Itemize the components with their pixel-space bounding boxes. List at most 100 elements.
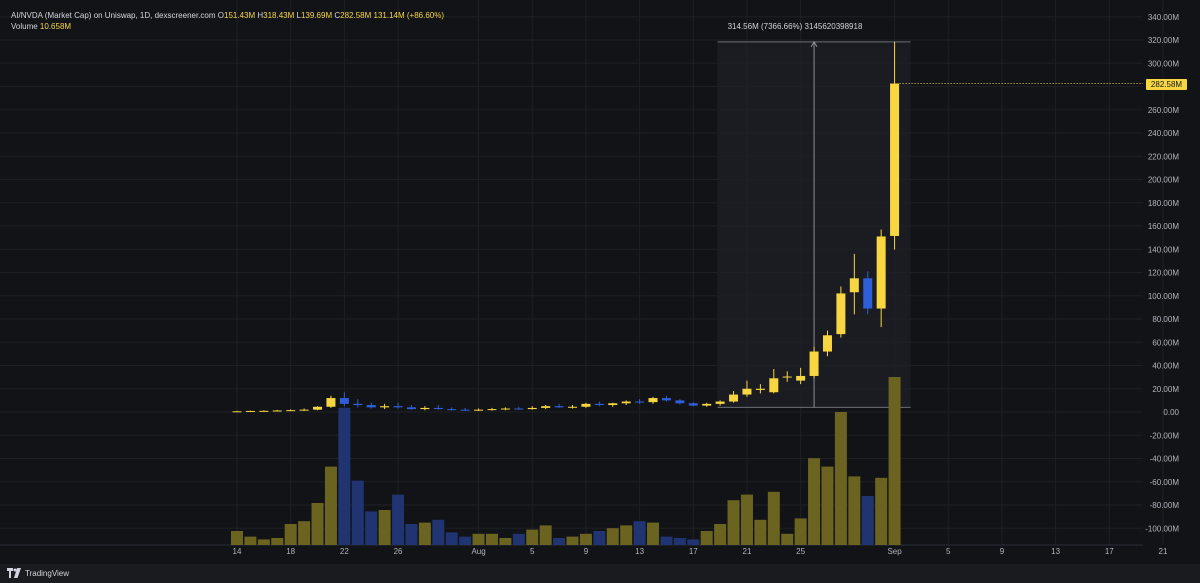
open-value: 151.43M <box>224 11 256 20</box>
candle-body <box>796 375 806 381</box>
candle-body <box>822 335 832 352</box>
y-tick-label: 200.00M <box>1148 176 1179 185</box>
volume-bar <box>432 519 445 545</box>
candle-body <box>782 376 792 378</box>
y-tick-label: -80.00M <box>1150 501 1180 510</box>
tradingview-icon <box>7 568 21 578</box>
y-tick-label: 240.00M <box>1148 129 1179 138</box>
volume-bar <box>714 524 727 545</box>
y-tick-label: -60.00M <box>1150 478 1180 487</box>
legend-volume-row: Volume 10.658M <box>11 21 444 32</box>
y-tick-label: 80.00M <box>1152 315 1179 324</box>
candle-body <box>259 410 269 412</box>
candle-body <box>769 378 779 393</box>
volume-bar <box>740 494 753 545</box>
candle-body <box>393 406 403 408</box>
volume-bar <box>418 522 431 545</box>
volume-bar <box>271 538 284 545</box>
candle-body <box>353 403 363 406</box>
y-tick-label: 180.00M <box>1148 199 1179 208</box>
candle-body <box>702 403 712 406</box>
footer-bar <box>0 564 1200 583</box>
y-tick-label: 220.00M <box>1148 152 1179 161</box>
candle-body <box>433 407 443 410</box>
volume-bar <box>553 538 566 545</box>
volume-bar <box>781 533 794 545</box>
candle-body <box>487 409 497 411</box>
candle-body <box>568 406 577 408</box>
y-tick-label: 0.00 <box>1163 408 1179 417</box>
candle-body <box>380 406 390 408</box>
symbol-title[interactable]: AI/NVDA (Market Cap) on Uniswap, 1D, dex… <box>11 11 216 20</box>
close-value: 282.58M <box>340 11 372 20</box>
x-tick-label: 14 <box>233 547 242 556</box>
candle-body <box>688 403 698 406</box>
time-axis[interactable]: 14 18 22 26 Aug 5 9 13 17 21 25 Sep 5 9 13 17 21 <box>233 547 1168 556</box>
volume-bar <box>392 494 405 545</box>
candle-body <box>635 401 645 403</box>
volume-bar <box>593 531 606 545</box>
volume-bar <box>485 533 498 545</box>
candle-body <box>299 409 309 411</box>
low-label: L <box>296 11 301 20</box>
volume-label[interactable]: Volume <box>11 22 38 31</box>
x-tick-label: 22 <box>340 547 349 556</box>
price-axis[interactable]: 340.00M320.00M300.00M280.00M260.00M240.0… <box>1145 13 1179 534</box>
high-value: 318.43M <box>263 11 295 20</box>
volume-bar <box>244 536 257 545</box>
volume-value: 10.658M <box>39 22 72 31</box>
close-label: C <box>334 11 341 20</box>
y-tick-label: 340.00M <box>1148 13 1179 22</box>
candle-layer <box>232 41 1143 413</box>
candle-body <box>729 394 739 402</box>
volume-bar <box>459 536 472 545</box>
candle-body <box>836 293 846 335</box>
candle-body <box>406 407 416 410</box>
chart-legend: AI/NVDA (Market Cap) on Uniswap, 1D, dex… <box>11 10 444 32</box>
low-value: 139.69M <box>300 11 333 20</box>
y-tick-label: 40.00M <box>1152 362 1179 371</box>
volume-bar <box>351 480 364 545</box>
x-tick-label: 9 <box>1000 547 1005 556</box>
candle-body <box>621 401 631 404</box>
volume-bar <box>660 536 673 545</box>
y-tick-label: 100.00M <box>1148 292 1179 301</box>
candle-body <box>500 408 510 410</box>
candle-body <box>541 406 551 408</box>
volume-bar <box>231 531 243 545</box>
volume-bar <box>311 503 324 545</box>
candle-body <box>339 398 349 404</box>
x-tick-label: 25 <box>796 547 805 556</box>
volume-bar <box>445 532 458 545</box>
y-tick-label: -100.00M <box>1145 524 1179 533</box>
tradingview-logo[interactable]: TradingView <box>7 566 69 580</box>
x-tick-label: 17 <box>1105 547 1114 556</box>
candle-body <box>420 407 430 410</box>
candle-body <box>286 410 296 412</box>
volume-bar <box>566 536 579 545</box>
x-tick-label: Sep <box>887 547 902 556</box>
volume-bar <box>767 491 780 545</box>
volume-bar <box>794 518 807 545</box>
volume-bar <box>579 533 592 545</box>
candle-body <box>715 401 725 404</box>
volume-bar <box>861 496 874 545</box>
legend-ohlc-row: AI/NVDA (Market Cap) on Uniswap, 1D, dex… <box>11 10 444 21</box>
candle-body <box>742 388 752 395</box>
y-tick-label: 60.00M <box>1152 338 1179 347</box>
candle-body <box>514 408 524 410</box>
candle-body <box>232 411 242 413</box>
candle-body <box>661 398 671 401</box>
volume-bar <box>526 529 539 545</box>
candle-body <box>890 83 900 236</box>
volume-bar <box>875 477 888 545</box>
x-tick-label: 18 <box>286 547 295 556</box>
volume-bar <box>673 538 686 545</box>
candle-body <box>366 405 376 408</box>
x-tick-label: 17 <box>689 547 698 556</box>
candle-body <box>272 410 282 412</box>
volume-bar <box>539 525 552 545</box>
volume-bar <box>499 538 512 545</box>
candle-body <box>755 388 765 390</box>
